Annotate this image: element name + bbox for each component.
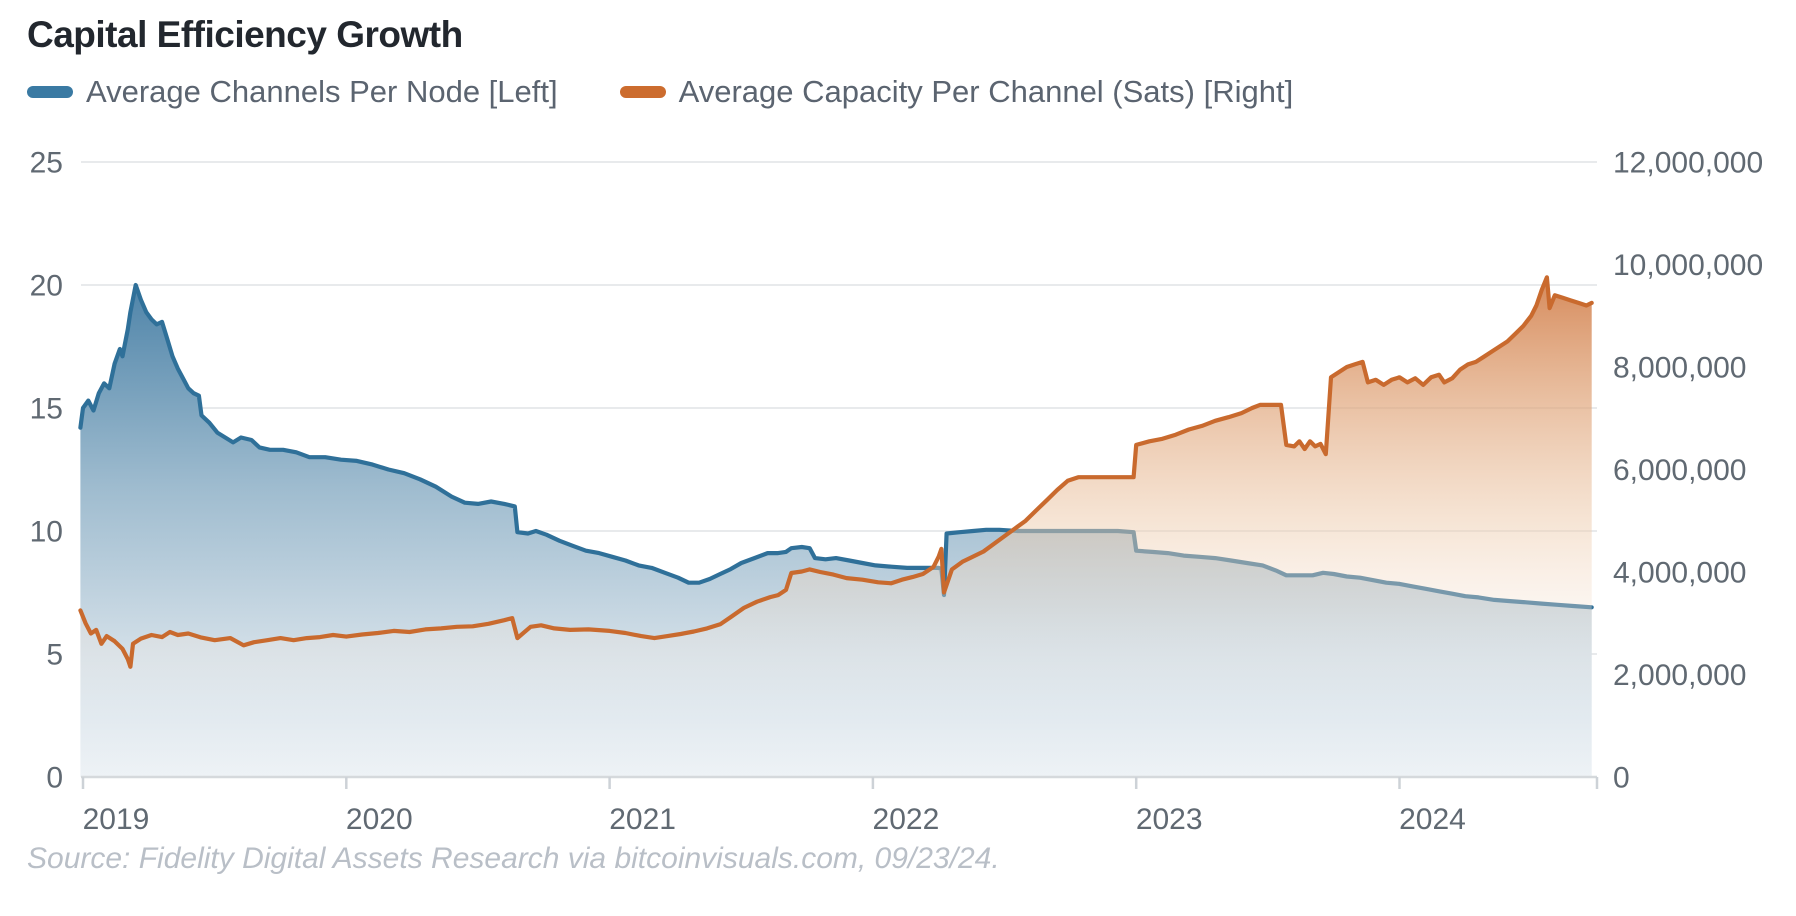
y-axis-right-label: 12,000,000 (1613, 147, 1763, 180)
y-axis-left-label: 20 (30, 270, 63, 303)
x-axis-year-label: 2022 (873, 803, 940, 836)
y-axis-right-label: 10,000,000 (1613, 249, 1763, 282)
y-axis-left-label: 10 (30, 516, 63, 549)
legend-swatch-orange (619, 86, 666, 98)
y-axis-left-label: 5 (46, 639, 63, 672)
axes: 0 5 10 15 20 25 0 2,000,000 4,000,000 6,000,000 8,… (30, 147, 1764, 837)
area-capacity-per-channel (80, 277, 1592, 777)
x-axis-year-label: 2019 (83, 803, 150, 836)
x-axis-year-label: 2021 (609, 803, 676, 836)
y-axis-right-label: 6,000,000 (1613, 454, 1746, 487)
y-axis-right-label: 2,000,000 (1613, 659, 1746, 692)
y-axis-left-label: 25 (30, 147, 63, 180)
data-series (78, 275, 1594, 777)
source-note: Source: Fidelity Digital Assets Research… (27, 842, 1000, 875)
line-capacity-per-channel (78, 275, 1594, 669)
legend-item-capacity-per-channel: Average Capacity Per Channel (Sats) [Rig… (619, 74, 1294, 110)
legend-item-channels-per-node: Average Channels Per Node [Left] (27, 74, 558, 110)
y-axis-right-label: 4,000,000 (1613, 557, 1746, 590)
y-axis-left-label: 15 (30, 393, 63, 426)
chart-title: Capital Efficiency Growth (27, 14, 463, 55)
x-axis-year-label: 2023 (1136, 803, 1203, 836)
y-axis-right-label: 8,000,000 (1613, 352, 1746, 385)
x-axis-year-label: 2024 (1399, 803, 1466, 836)
y-axis-right-label: 0 (1613, 762, 1630, 795)
legend: Average Channels Per Node [Left] Average… (27, 74, 1355, 110)
x-axis-year-label: 2020 (346, 803, 413, 836)
legend-label-capacity-per-channel: Average Capacity Per Channel (Sats) [Rig… (678, 74, 1294, 109)
legend-swatch-blue (27, 86, 73, 98)
legend-label-channels-per-node: Average Channels Per Node [Left] (86, 74, 558, 109)
y-axis-left-label: 0 (46, 762, 63, 795)
